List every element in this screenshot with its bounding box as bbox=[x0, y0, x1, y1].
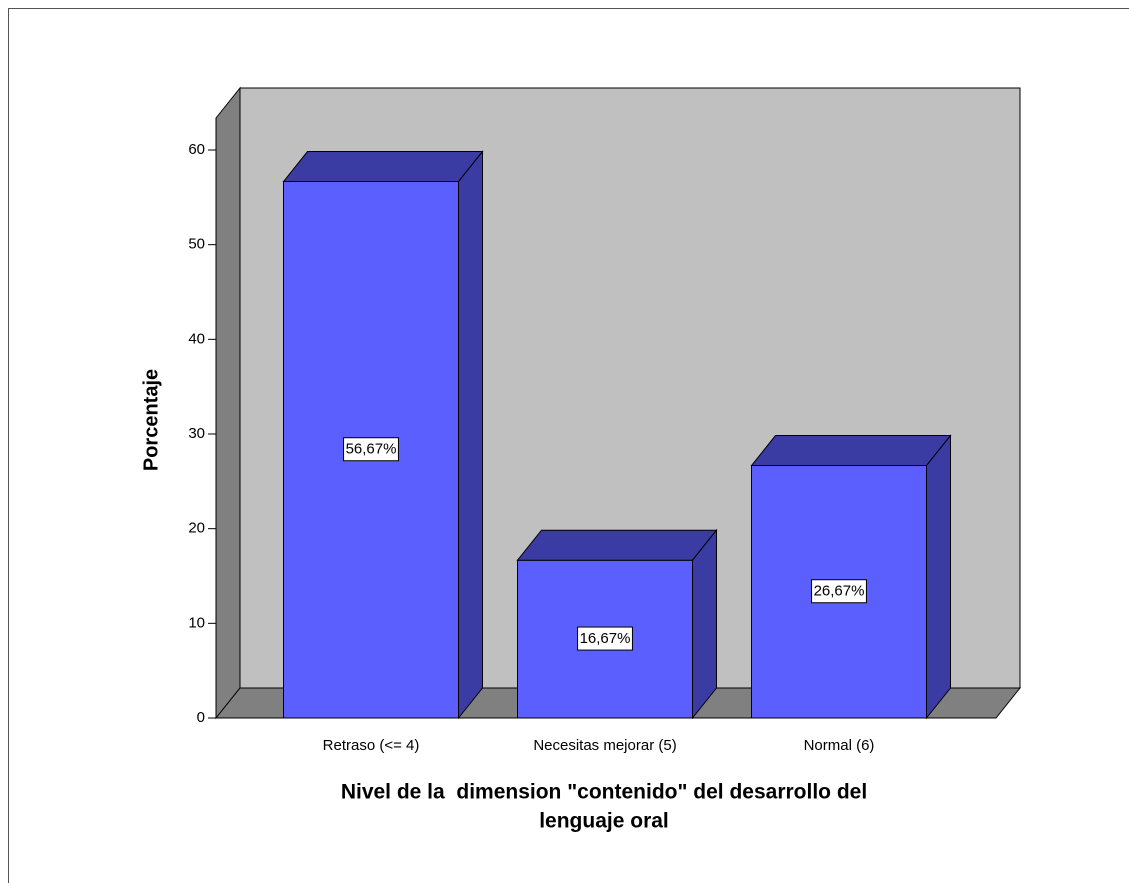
x-tick-label: Retraso (<= 4) bbox=[323, 737, 420, 754]
value-label-box bbox=[577, 626, 633, 651]
bar-top bbox=[516, 529, 718, 561]
x-tick-label: Normal (6) bbox=[804, 737, 875, 754]
value-label: 26,67% bbox=[814, 583, 865, 600]
bar-top bbox=[750, 435, 952, 467]
y-tick-label: 50 bbox=[188, 236, 205, 253]
left-wall bbox=[215, 86, 241, 720]
bar bbox=[750, 434, 952, 720]
bar-top bbox=[282, 151, 484, 183]
bar-side bbox=[692, 528, 717, 720]
y-tick-label: 60 bbox=[188, 141, 205, 158]
value-label: 56,67% bbox=[346, 441, 397, 458]
x-axis-label: Nivel de la dimension "contenido" del de… bbox=[341, 781, 867, 804]
y-tick-label: 40 bbox=[188, 330, 205, 347]
bar-side bbox=[458, 150, 483, 720]
y-tick-label: 30 bbox=[188, 425, 205, 442]
y-axis-label: Porcentaje bbox=[140, 369, 162, 471]
bar-side bbox=[926, 434, 951, 720]
value-label-box bbox=[343, 437, 399, 462]
y-tick-label: 20 bbox=[188, 520, 205, 537]
y-tick-label: 0 bbox=[197, 709, 205, 726]
bar bbox=[282, 150, 484, 720]
value-label-box bbox=[811, 579, 867, 604]
x-tick-label: Necesitas mejorar (5) bbox=[533, 737, 676, 754]
bar bbox=[516, 528, 718, 720]
value-label: 16,67% bbox=[580, 630, 631, 647]
y-tick-label: 10 bbox=[188, 614, 205, 631]
x-axis-label: lenguaje oral bbox=[539, 810, 669, 833]
